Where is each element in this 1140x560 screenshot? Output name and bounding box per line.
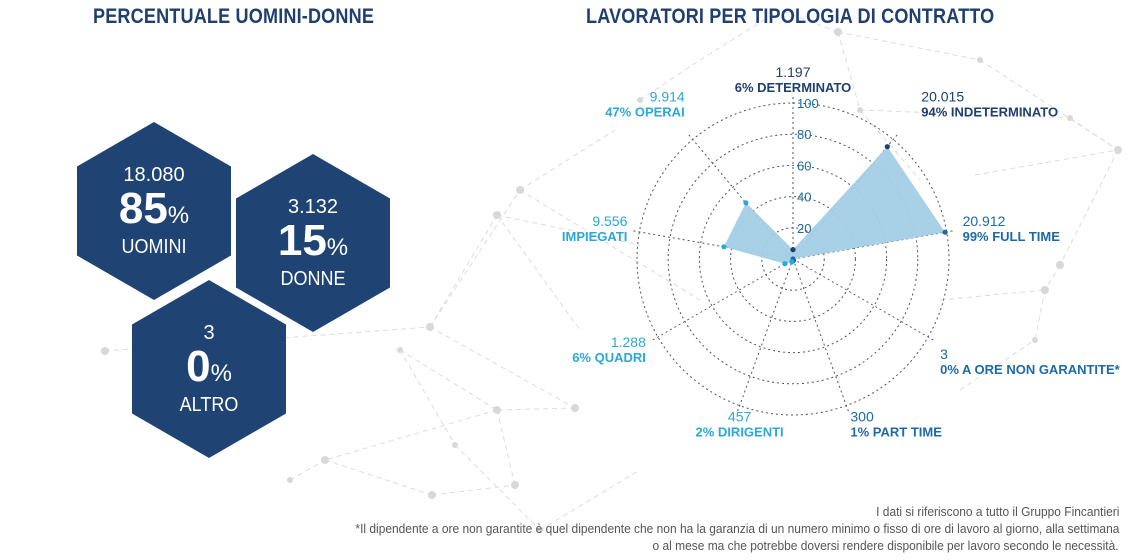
other-count: 3 bbox=[203, 322, 215, 344]
grid-ring-60 bbox=[698, 164, 888, 354]
category-count: 20.912 bbox=[963, 213, 1006, 229]
men-label: UOMINI bbox=[121, 236, 187, 258]
women-count: 3.132 bbox=[287, 196, 339, 218]
tick-label: 100 bbox=[797, 96, 819, 111]
category-label: 47% OPERAI bbox=[605, 105, 684, 120]
tick-label: 40 bbox=[797, 190, 811, 205]
grid-ring-80 bbox=[667, 133, 919, 385]
category-label: 0% A ORE NON GARANTITE* bbox=[940, 362, 1121, 377]
data-area bbox=[723, 146, 946, 264]
category-count: 3 bbox=[940, 346, 948, 362]
axis-spoke-7 bbox=[631, 230, 794, 260]
category-count: 1.288 bbox=[611, 334, 646, 350]
category-count: 1.197 bbox=[775, 64, 810, 80]
data-point bbox=[721, 244, 727, 250]
axis-spoke-5 bbox=[736, 258, 794, 414]
category-count: 20.015 bbox=[921, 89, 964, 105]
women-label: DONNE bbox=[280, 268, 346, 290]
other-percent-value: 0 bbox=[186, 342, 211, 391]
category-label: 99% FULL TIME bbox=[963, 229, 1061, 244]
tick-label: 60 bbox=[797, 158, 811, 173]
men-count: 18.080 bbox=[123, 164, 185, 186]
axis-spoke-6 bbox=[650, 258, 794, 342]
data-point bbox=[789, 259, 795, 265]
other-percent: 0% bbox=[132, 342, 286, 392]
tick-label: 20 bbox=[797, 221, 811, 236]
men-percent: 85% bbox=[77, 184, 231, 234]
men-percent-value: 85 bbox=[118, 184, 168, 233]
percent-sign: % bbox=[326, 234, 349, 261]
category-count: 300 bbox=[850, 409, 874, 425]
category-label: 45% IMPIEGATI bbox=[560, 229, 627, 244]
tick-label: 80 bbox=[797, 127, 811, 142]
women-percent: 15% bbox=[236, 216, 390, 266]
category-label: 94% INDETERMINATO bbox=[921, 105, 1058, 120]
percent-sign: % bbox=[210, 360, 232, 387]
category-label: 6% QUADRI bbox=[572, 350, 646, 365]
data-point bbox=[790, 247, 796, 253]
other-label: ALTRO bbox=[179, 394, 239, 416]
footnote-definition-line1: *Il dipendente a ore non garantite è que… bbox=[355, 521, 1119, 536]
contract-section-title: LAVORATORI PER TIPOLOGIA DI CONTRATTO bbox=[586, 5, 995, 28]
axis-spoke-4 bbox=[792, 258, 850, 414]
category-count: 457 bbox=[728, 409, 752, 425]
gender-section-title: PERCENTUALE UOMINI-DONNE bbox=[93, 5, 375, 28]
data-point bbox=[884, 144, 890, 150]
category-count: 9.914 bbox=[650, 89, 685, 105]
category-label: 2% DIRIGENTI bbox=[696, 425, 784, 440]
axis-spoke-8 bbox=[687, 133, 794, 260]
axis-spoke-3 bbox=[792, 258, 936, 342]
data-point bbox=[942, 229, 948, 235]
percent-sign: % bbox=[167, 202, 190, 229]
footnote-scope: I dati si riferiscono a tutto il Gruppo … bbox=[875, 504, 1119, 519]
data-point bbox=[743, 200, 749, 206]
grid-ring-100 bbox=[636, 102, 950, 416]
footnote-definition-line2: o al mese ma che potrebbe doversi render… bbox=[652, 538, 1119, 553]
category-label: 1% PART TIME bbox=[850, 425, 942, 440]
category-label: 6% DETERMINATO bbox=[735, 80, 852, 95]
women-percent-value: 15 bbox=[277, 216, 327, 265]
category-count: 9.556 bbox=[592, 213, 627, 229]
data-point bbox=[782, 261, 788, 267]
grid-ring-40 bbox=[730, 196, 856, 322]
